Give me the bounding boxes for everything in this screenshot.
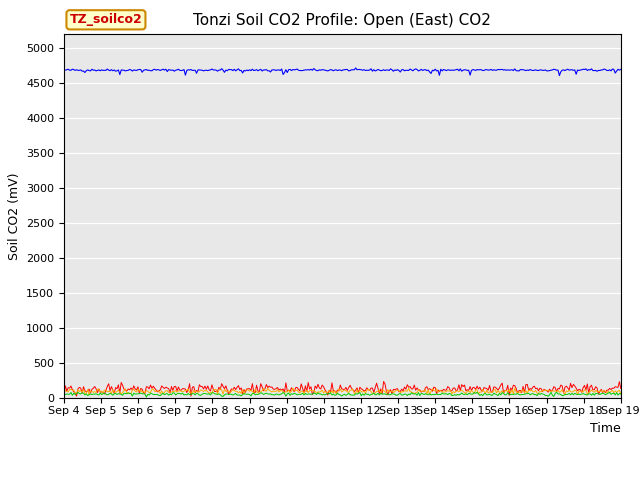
Legend: -2cm, -4cm, -8cm, -16cm: -2cm, -4cm, -8cm, -16cm (173, 479, 512, 480)
Y-axis label: Soil CO2 (mV): Soil CO2 (mV) (8, 172, 20, 260)
X-axis label: Time: Time (590, 421, 621, 434)
Title: Tonzi Soil CO2 Profile: Open (East) CO2: Tonzi Soil CO2 Profile: Open (East) CO2 (193, 13, 492, 28)
Text: TZ_soilco2: TZ_soilco2 (70, 13, 142, 26)
